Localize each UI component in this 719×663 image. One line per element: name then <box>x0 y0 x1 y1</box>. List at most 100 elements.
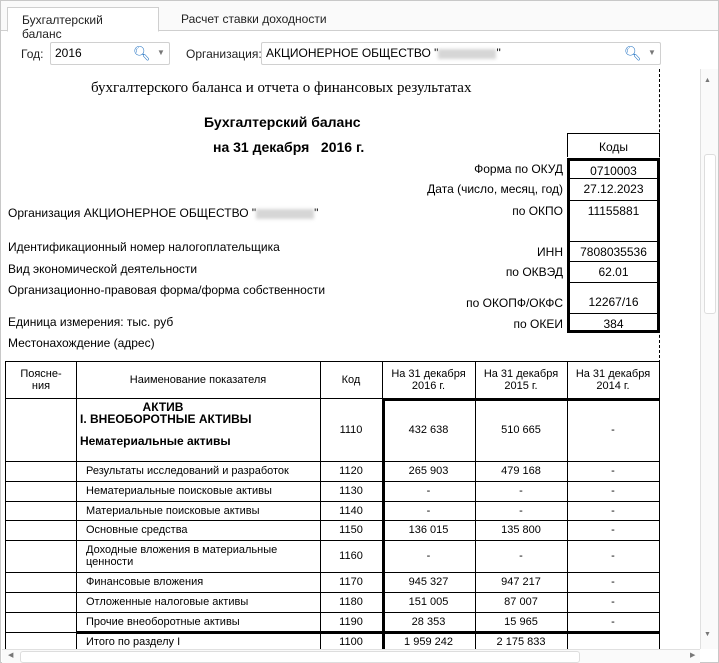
code-label: ИНН <box>537 245 563 259</box>
value-cell: - <box>567 481 660 502</box>
tab-balance[interactable]: Бухгалтерский баланс <box>7 7 159 41</box>
value-cell: - <box>567 520 660 541</box>
code-label: по ОКОПФ/ОКФС <box>466 296 563 310</box>
code-value: 27.12.2023 <box>567 178 660 201</box>
notes-cell <box>5 572 77 593</box>
tab-yield-rate[interactable]: Расчет ставки доходности <box>181 12 327 26</box>
column-header: На 31 декабря 2016 г. <box>382 361 476 399</box>
organization-combo[interactable]: АКЦИОНЕРНОЕ ОБЩЕСТВО " " 🔍︎ ▼ <box>261 42 661 65</box>
code-label: Дата (число, месяц, год) <box>427 182 563 196</box>
column-header: На 31 декабря 2015 г. <box>475 361 568 399</box>
year-value: 2016 <box>55 46 82 60</box>
scroll-up-icon[interactable]: ▲ <box>704 77 711 84</box>
value-cell: - <box>475 481 568 502</box>
year-combo[interactable]: 2016 🔍︎ ▼ <box>50 42 170 65</box>
column-header: Наименование показателя <box>76 361 321 399</box>
row-name-cell: Нематериальные поисковые активы <box>76 481 321 502</box>
activity-label: Вид экономической деятельности <box>8 262 198 276</box>
section-title-cell: АКТИВ I. ВНЕОБОРОТНЫЕ АКТИВЫ Нематериальны… <box>76 398 321 462</box>
code-cell: 1160 <box>320 540 383 573</box>
value-cell: 135 800 <box>475 520 568 541</box>
value-cell: 87 007 <box>475 592 568 613</box>
legal-form-label: Организационно-правовая форма/форма собс… <box>8 283 326 297</box>
thick-border <box>382 398 385 649</box>
horizontal-scrollbar[interactable]: ◀ ▶ <box>2 649 700 663</box>
notes-cell <box>5 632 77 649</box>
value-cell: - <box>567 461 660 482</box>
scroll-left-icon[interactable]: ◀ <box>8 652 14 659</box>
code-label: Форма по ОКУД <box>474 162 563 176</box>
vertical-scroll-thumb[interactable] <box>704 154 716 314</box>
row-name-cell: Итого по разделу I <box>76 632 321 649</box>
notes-cell <box>5 540 77 573</box>
code-cell: 1100 <box>320 632 383 649</box>
page-boundary <box>659 69 660 649</box>
value-cell: 2 175 833 <box>475 632 568 649</box>
vertical-scrollbar[interactable]: ▲ ▼ <box>700 69 718 649</box>
code-label: по ОКПО <box>512 204 563 218</box>
code-cell: 1170 <box>320 572 383 593</box>
report-view: бухгалтерского баланса и отчета о финанс… <box>2 69 700 649</box>
chevron-down-icon[interactable]: ▼ <box>648 48 656 57</box>
value-cell: - <box>567 398 660 462</box>
value-cell: - <box>382 481 476 502</box>
search-icon[interactable]: 🔍︎ <box>133 45 151 61</box>
row-name-cell: Доходные вложения в материальные ценност… <box>76 540 321 573</box>
scroll-down-icon[interactable]: ▼ <box>704 631 711 638</box>
notes-cell <box>5 398 77 462</box>
value-cell: 15 965 <box>475 612 568 633</box>
row-name-cell: Результаты исследований и разработок <box>76 461 321 482</box>
row-name-cell: Материальные поисковые активы <box>76 501 321 521</box>
value-cell: 945 327 <box>382 572 476 593</box>
address-label: Местонахождение (адрес) <box>8 336 155 350</box>
year-label: Год: <box>21 47 44 61</box>
value-cell: - <box>567 572 660 593</box>
notes-cell <box>5 612 77 633</box>
code-cell: 1140 <box>320 501 383 521</box>
value-cell: 1 959 242 <box>382 632 476 649</box>
scroll-right-icon[interactable]: ▶ <box>690 652 696 659</box>
notes-cell <box>5 520 77 541</box>
value-cell: - <box>567 592 660 613</box>
code-cell: 1180 <box>320 592 383 613</box>
code-value: 62.01 <box>567 261 660 283</box>
horizontal-scroll-thumb[interactable] <box>20 651 580 663</box>
code-value: 7808035536 <box>567 241 660 262</box>
value-cell: - <box>382 501 476 521</box>
organization-value: АКЦИОНЕРНОЕ ОБЩЕСТВО " " <box>266 46 501 60</box>
code-cell: 1130 <box>320 481 383 502</box>
notes-cell <box>5 592 77 613</box>
chevron-down-icon[interactable]: ▼ <box>157 48 165 57</box>
value-cell: - <box>567 501 660 521</box>
value-cell: - <box>567 540 660 573</box>
row-name-cell: Основные средства <box>76 520 321 541</box>
search-icon[interactable]: 🔍︎ <box>624 45 642 61</box>
codes-header: Коды <box>567 133 660 157</box>
column-header: Поясне- ния <box>5 361 77 399</box>
value-cell: 28 353 <box>382 612 476 633</box>
value-cell <box>567 632 660 649</box>
organization-line: Организация АКЦИОНЕРНОЕ ОБЩЕСТВО " " <box>8 206 319 220</box>
row-name-cell: Отложенные налоговые активы <box>76 592 321 613</box>
value-cell: - <box>475 501 568 521</box>
code-label: по ОКВЭД <box>505 265 563 279</box>
code-cell: 1150 <box>320 520 383 541</box>
unit-label: Единица измерения: тыс. руб <box>8 315 174 329</box>
notes-cell <box>5 461 77 482</box>
tab-bar: Бухгалтерский баланс Расчет ставки доход… <box>1 1 718 41</box>
thick-border <box>382 398 660 401</box>
value-cell: 265 903 <box>382 461 476 482</box>
code-cell: 1190 <box>320 612 383 633</box>
thick-border <box>76 631 660 634</box>
code-cell: 1110 <box>320 398 383 462</box>
column-header: Код <box>320 361 383 399</box>
value-cell: 947 217 <box>475 572 568 593</box>
value-cell: - <box>475 540 568 573</box>
value-cell: 151 005 <box>382 592 476 613</box>
inn-label: Идентификационный номер налогоплательщик… <box>8 240 280 254</box>
value-cell: - <box>382 540 476 573</box>
value-cell: - <box>567 612 660 633</box>
code-label: по ОКЕИ <box>513 317 563 331</box>
report-subtitle: бухгалтерского баланса и отчета о финанс… <box>91 80 472 96</box>
